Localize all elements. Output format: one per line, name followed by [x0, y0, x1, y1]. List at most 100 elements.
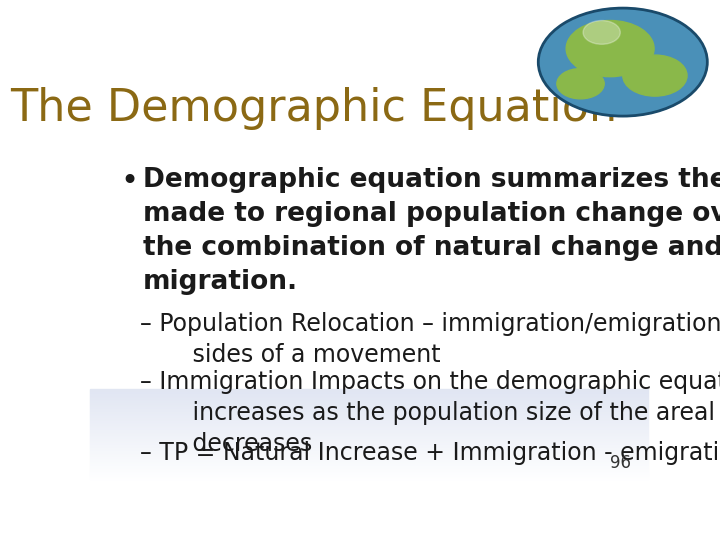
Bar [90, 420, 648, 421]
Bar [90, 454, 648, 455]
Bar [90, 480, 648, 481]
Bar [90, 405, 648, 406]
Bar [90, 392, 648, 393]
Bar [90, 437, 648, 438]
Bar [90, 469, 648, 470]
Bar [90, 404, 648, 405]
Bar [90, 397, 648, 399]
Bar [90, 400, 648, 401]
Bar [90, 65, 648, 156]
Bar [90, 406, 648, 407]
Bar [90, 461, 648, 462]
Bar [90, 462, 648, 463]
Bar [90, 419, 648, 420]
Bar [90, 472, 648, 473]
Bar [90, 436, 648, 437]
Bar [90, 418, 648, 419]
Bar [90, 402, 648, 403]
Bar [90, 391, 648, 392]
Bar [90, 466, 648, 467]
Bar [90, 389, 648, 390]
Bar [90, 474, 648, 475]
Bar [90, 459, 648, 460]
Bar [90, 475, 648, 476]
Circle shape [623, 55, 687, 96]
Bar [90, 449, 648, 450]
Bar [90, 479, 648, 480]
Bar [90, 460, 648, 461]
Bar [90, 444, 648, 445]
Bar [90, 468, 648, 469]
Bar [90, 476, 648, 477]
Bar [90, 415, 648, 416]
Bar [90, 441, 648, 442]
Bar [90, 410, 648, 411]
Bar [90, 423, 648, 424]
Bar [90, 426, 648, 427]
Bar [90, 442, 648, 443]
Bar [90, 465, 648, 466]
Bar [90, 433, 648, 434]
Bar [90, 399, 648, 400]
Text: The Demographic Equation: The Demographic Equation [9, 87, 617, 130]
Bar [90, 434, 648, 435]
Bar [90, 470, 648, 471]
Text: – Population Relocation – immigration/emigration – two
       sides of a movemen: – Population Relocation – immigration/em… [140, 312, 720, 367]
Circle shape [583, 21, 620, 44]
Bar [90, 458, 648, 459]
Bar [90, 473, 648, 474]
Bar [90, 403, 648, 404]
Bar [90, 421, 648, 422]
Text: 96: 96 [611, 454, 631, 472]
Bar [90, 443, 648, 444]
Text: •: • [121, 167, 139, 195]
Bar [90, 425, 648, 426]
Bar [90, 467, 648, 468]
Bar [90, 416, 648, 417]
Circle shape [566, 21, 654, 77]
Bar [90, 428, 648, 429]
Bar [90, 432, 648, 433]
Text: Demographic equation summarizes the contribution
made to regional population cha: Demographic equation summarizes the cont… [143, 167, 720, 295]
Bar [90, 438, 648, 439]
Bar [90, 448, 648, 449]
Bar [90, 452, 648, 453]
Bar [90, 409, 648, 410]
Bar [90, 401, 648, 402]
Bar [90, 414, 648, 415]
Bar [90, 418, 648, 419]
Circle shape [539, 8, 707, 116]
Bar [90, 413, 648, 414]
Bar [90, 390, 648, 391]
Text: – TP = Natural Increase + Immigration - emigration: – TP = Natural Increase + Immigration - … [140, 441, 720, 465]
Bar [90, 464, 648, 465]
Bar [90, 411, 648, 413]
Bar [90, 407, 648, 408]
Bar [90, 471, 648, 472]
Bar [90, 427, 648, 428]
Bar [90, 445, 648, 446]
Bar [90, 450, 648, 451]
Bar [90, 422, 648, 423]
Bar [90, 394, 648, 395]
Bar [90, 408, 648, 409]
Bar [90, 478, 648, 479]
Bar [90, 396, 648, 397]
Bar [90, 451, 648, 452]
Bar [90, 457, 648, 458]
Bar [90, 435, 648, 436]
Bar [90, 439, 648, 440]
Bar [90, 456, 648, 457]
Bar [90, 477, 648, 478]
Text: – Immigration Impacts on the demographic equation –
       increases as the popu: – Immigration Impacts on the demographic… [140, 370, 720, 456]
Bar [90, 395, 648, 396]
Bar [90, 447, 648, 448]
Bar [90, 431, 648, 432]
Bar [90, 424, 648, 425]
Bar [90, 453, 648, 454]
Bar [90, 417, 648, 418]
Bar [90, 430, 648, 431]
Bar [90, 429, 648, 430]
Bar [90, 393, 648, 394]
Bar [90, 463, 648, 464]
